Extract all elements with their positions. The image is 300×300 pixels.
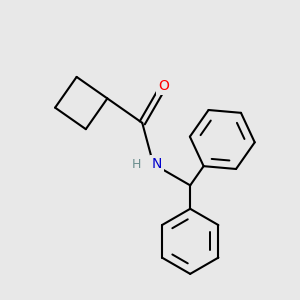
Text: N: N [152,157,162,171]
Text: O: O [158,79,169,93]
Text: H: H [131,158,141,170]
